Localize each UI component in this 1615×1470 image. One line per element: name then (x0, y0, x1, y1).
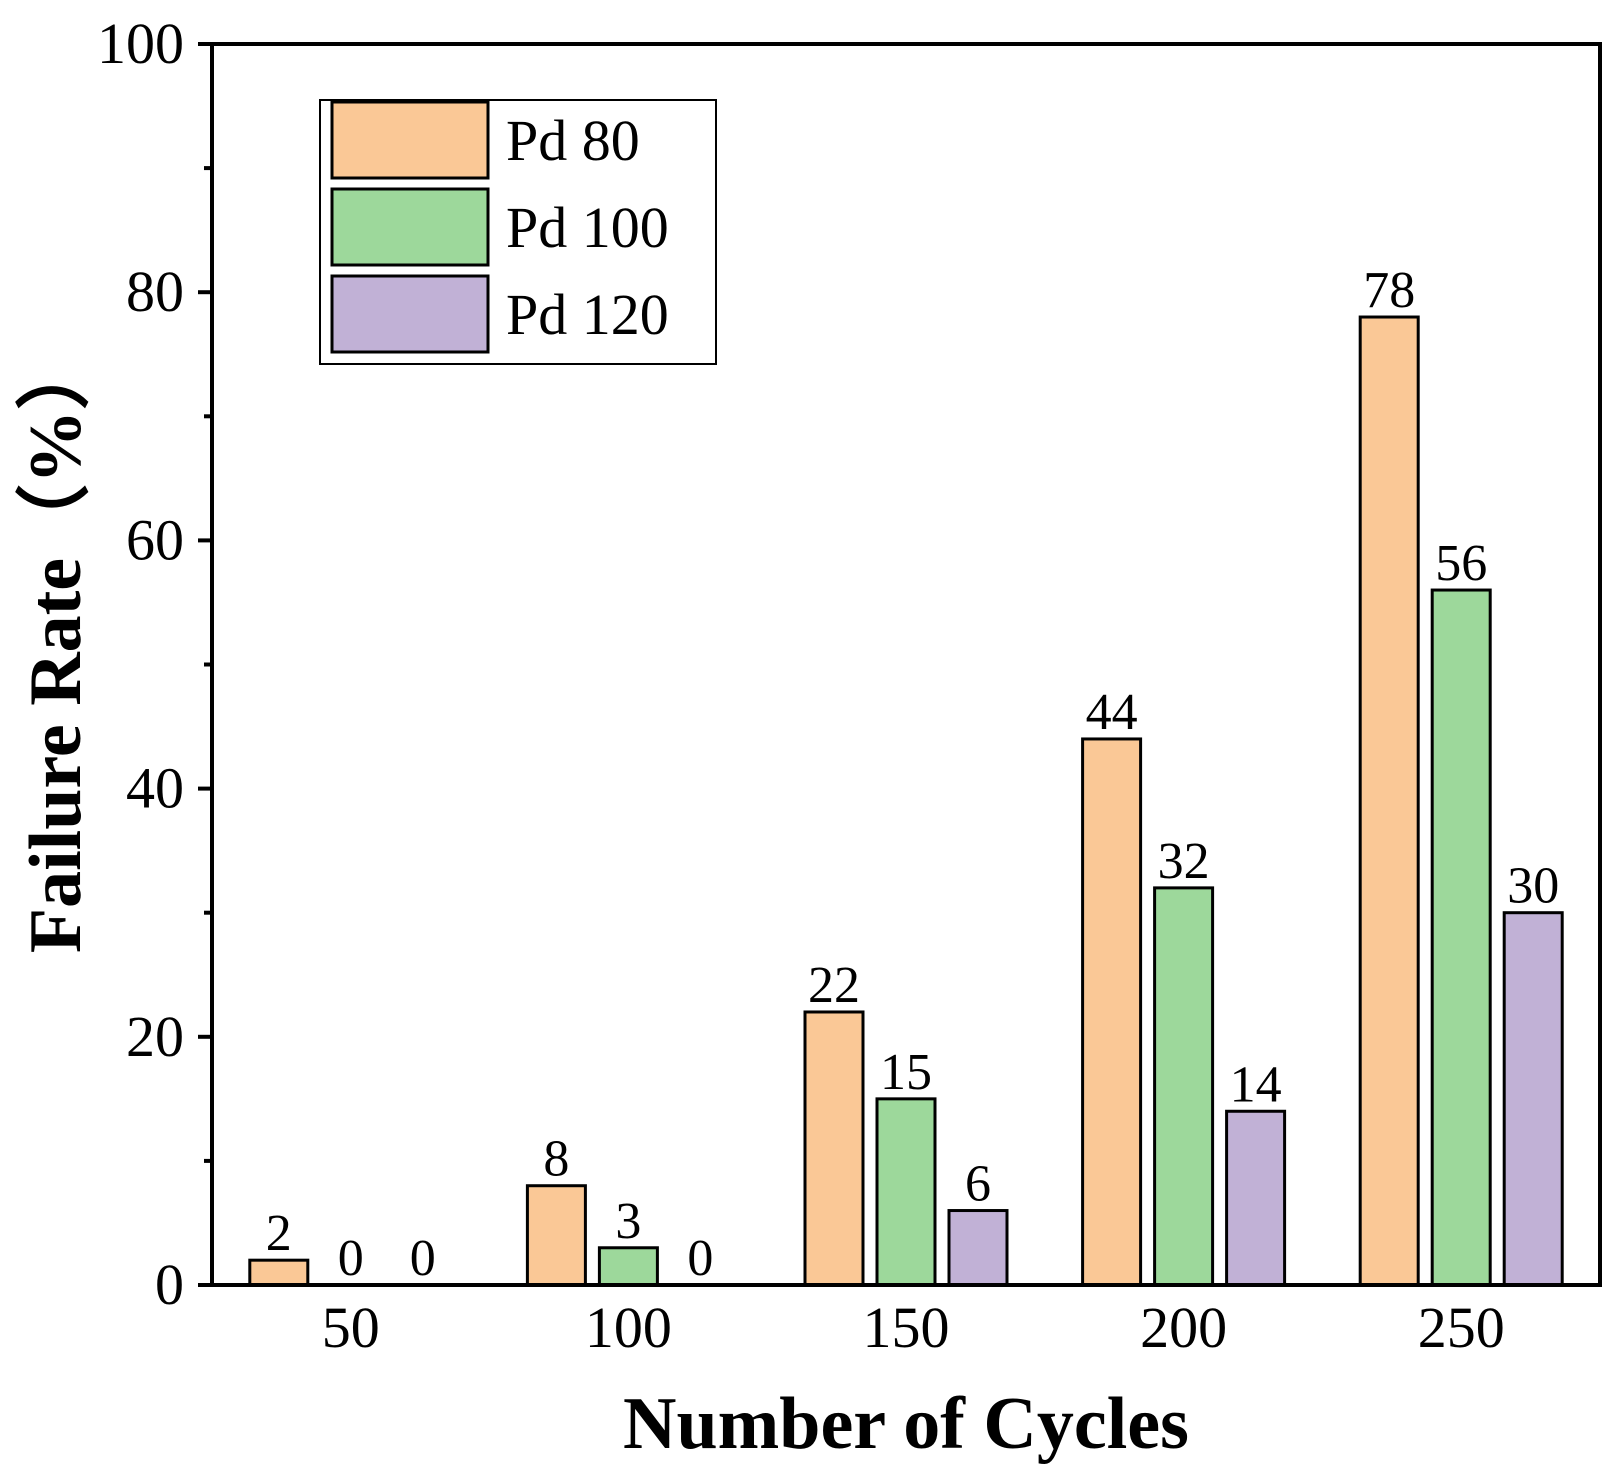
bar-value-label: 44 (1086, 684, 1138, 741)
bar-value-label: 8 (543, 1131, 569, 1188)
bar-pd-80-50 (248, 1258, 310, 1287)
legend-label: Pd 80 (506, 108, 640, 173)
y-axis-title: Failure Rate（%） (15, 336, 97, 953)
x-tick-label: 250 (1418, 1295, 1505, 1360)
bar-pd-120-150 (947, 1209, 1009, 1287)
bar-value-label: 15 (880, 1044, 932, 1101)
legend-swatch (330, 187, 490, 267)
bar-value-label: 78 (1363, 262, 1415, 319)
x-tick-label: 200 (1140, 1295, 1227, 1360)
y-tick-label: 80 (126, 259, 184, 324)
bar-value-label: 56 (1435, 535, 1487, 592)
legend-swatch (330, 274, 490, 354)
bar-value-label: 0 (687, 1230, 713, 1287)
y-tick-label: 20 (126, 1004, 184, 1069)
bar-value-label: 2 (266, 1205, 292, 1262)
y-tick-label: 100 (97, 11, 184, 76)
legend-label: Pd 120 (506, 282, 669, 347)
bar-value-label: 0 (410, 1230, 436, 1287)
bar-value-label: 22 (808, 957, 860, 1014)
x-tick-label: 150 (863, 1295, 950, 1360)
bars-layer (248, 315, 1564, 1287)
x-tick-label: 100 (585, 1295, 672, 1360)
bar-value-label: 14 (1230, 1056, 1282, 1113)
x-tick-label: 50 (322, 1295, 380, 1360)
bar-pd-80-100 (525, 1184, 587, 1287)
bar-value-label: 6 (965, 1156, 991, 1213)
y-tick-label: 40 (126, 756, 184, 821)
bar-value-label: 3 (615, 1193, 641, 1250)
legend-swatch (330, 100, 490, 180)
y-axis-ticks: 0 20 40 60 80 100 (97, 11, 212, 1317)
bar-pd-80-150 (803, 1010, 865, 1287)
x-axis-ticks: 50 100 150 200 250 (322, 1295, 1505, 1360)
x-axis-title: Number of Cycles (623, 1383, 1189, 1465)
legend: Pd 80 Pd 100 Pd 120 (319, 99, 717, 365)
legend-label: Pd 100 (506, 195, 669, 260)
bar-value-label: 30 (1507, 858, 1559, 915)
bar-value-label: 0 (338, 1230, 364, 1287)
bar-pd-100-250 (1430, 588, 1492, 1287)
bar-pd-100-150 (875, 1097, 937, 1287)
bar-pd-100-200 (1153, 886, 1215, 1287)
bar-pd-80-250 (1358, 315, 1420, 1287)
bar-value-label: 32 (1158, 833, 1210, 890)
y-tick-label: 60 (126, 507, 184, 572)
bar-pd-100-100 (597, 1246, 659, 1287)
bar-pd-120-250 (1502, 911, 1564, 1287)
bar-pd-120-200 (1225, 1109, 1287, 1287)
y-tick-label: 0 (155, 1252, 184, 1317)
bar-pd-80-200 (1081, 737, 1143, 1287)
